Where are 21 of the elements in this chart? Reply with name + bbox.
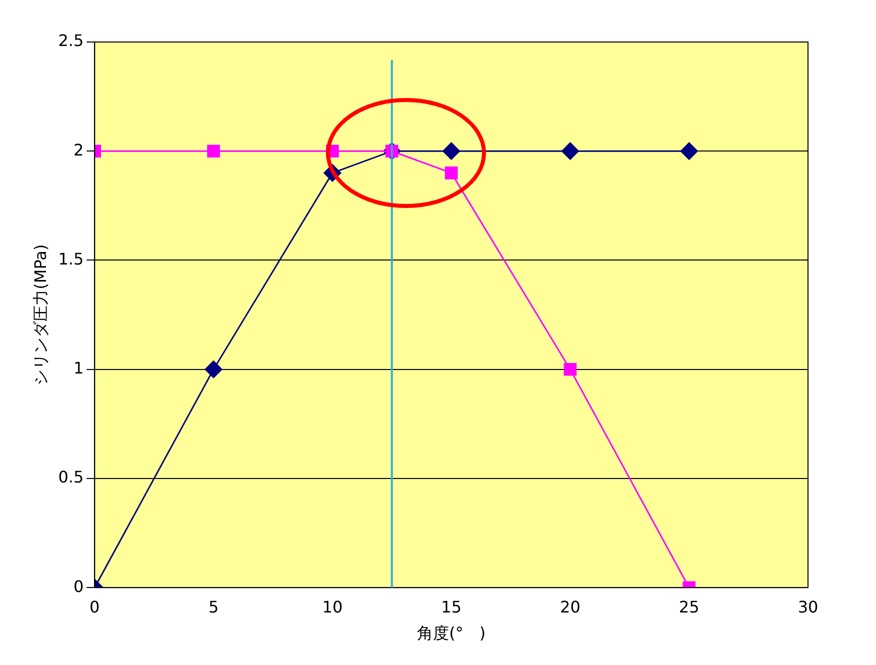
- y-tick-label: 2.5: [58, 31, 84, 50]
- x-tick-label: 0: [90, 597, 100, 616]
- y-tick-label: 1: [73, 358, 84, 378]
- y-tick-label: 2: [73, 140, 84, 160]
- point: [207, 144, 220, 158]
- x-tick-label: 30: [798, 597, 818, 616]
- point: [442, 142, 460, 160]
- point: [680, 142, 698, 160]
- y-tick-label: 0: [73, 576, 84, 596]
- y-axis-title: シリンダ圧力(MPa): [30, 244, 50, 386]
- x-tick-label: 15: [441, 597, 462, 616]
- x-tick-label: 10: [322, 597, 343, 616]
- x-tick-label: 25: [678, 597, 700, 616]
- point: [444, 166, 458, 180]
- x-tick-label: 20: [560, 597, 580, 616]
- x-axis-title: 角度(° ): [417, 624, 486, 643]
- y-tick-label: 1.5: [58, 249, 84, 268]
- point: [561, 142, 579, 160]
- x-tick-label: 5: [208, 597, 219, 616]
- y-tick-label: 0.5: [58, 468, 84, 487]
- point: [564, 362, 577, 376]
